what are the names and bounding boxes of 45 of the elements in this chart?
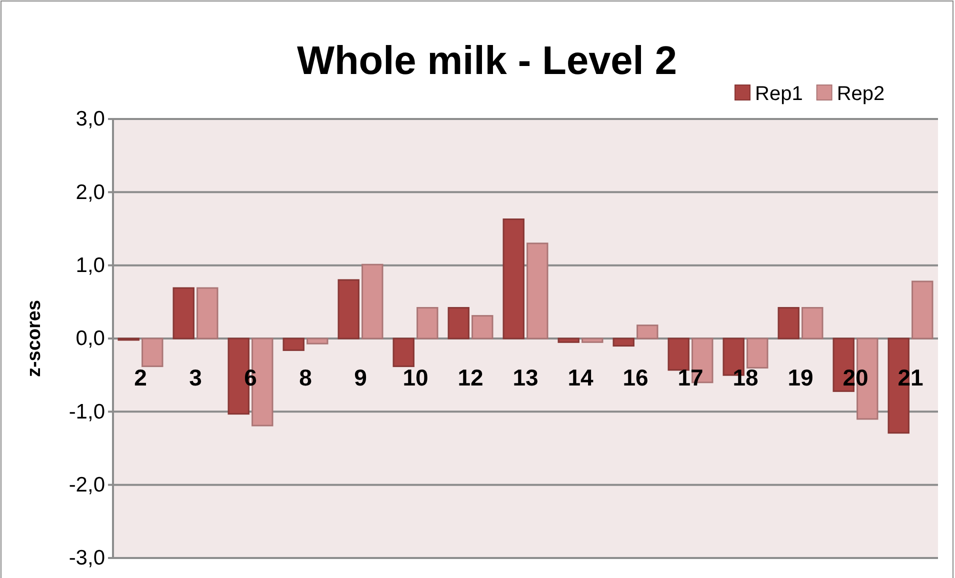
bar [416, 307, 438, 340]
bar [778, 307, 800, 340]
bar [746, 338, 768, 369]
x-tick-label: 10 [402, 364, 428, 390]
y-tick-label: 1,0 [76, 254, 105, 278]
x-tick-label: 18 [732, 364, 758, 390]
y-tick-label: 0,0 [76, 327, 105, 350]
bar [282, 338, 304, 351]
bar [612, 338, 634, 347]
bar [636, 324, 658, 340]
x-tick-label: 16 [622, 364, 648, 390]
x-tick-label: 13 [512, 364, 538, 390]
x-tick-label: 12 [458, 364, 484, 390]
y-tick-label: -1,0 [68, 400, 105, 424]
x-tick-label: 19 [788, 364, 814, 390]
y-axis-title: z-scores [24, 300, 45, 378]
bar [362, 264, 384, 340]
x-tick-label: 17 [678, 364, 704, 390]
bar [196, 287, 218, 340]
bar [526, 242, 548, 340]
bar [668, 338, 690, 371]
y-tick-label: -2,0 [68, 474, 105, 497]
bar [142, 338, 164, 368]
y-tick-label: 2,0 [76, 180, 105, 204]
x-tick-label: 3 [189, 364, 202, 390]
bar [338, 279, 360, 340]
y-tick-label: -3,0 [68, 546, 105, 570]
bar [392, 338, 414, 368]
bar [172, 287, 194, 340]
bar [472, 315, 494, 340]
bar [448, 307, 470, 340]
bar [502, 218, 524, 340]
x-tick-label: 2 [134, 364, 147, 390]
x-tick-label: 9 [354, 364, 367, 390]
bar [306, 338, 328, 344]
chart-title: Whole milk - Level 2 [297, 39, 680, 83]
y-tick-label: 3,0 [76, 108, 105, 131]
bar [912, 280, 934, 340]
legend-label: Rep1 [755, 83, 803, 105]
bar [582, 338, 604, 343]
legend-label: Rep2 [836, 83, 885, 105]
bar [802, 307, 824, 340]
x-tick-label: 14 [568, 364, 594, 390]
x-tick-label: 8 [299, 364, 312, 390]
bar [558, 338, 580, 343]
